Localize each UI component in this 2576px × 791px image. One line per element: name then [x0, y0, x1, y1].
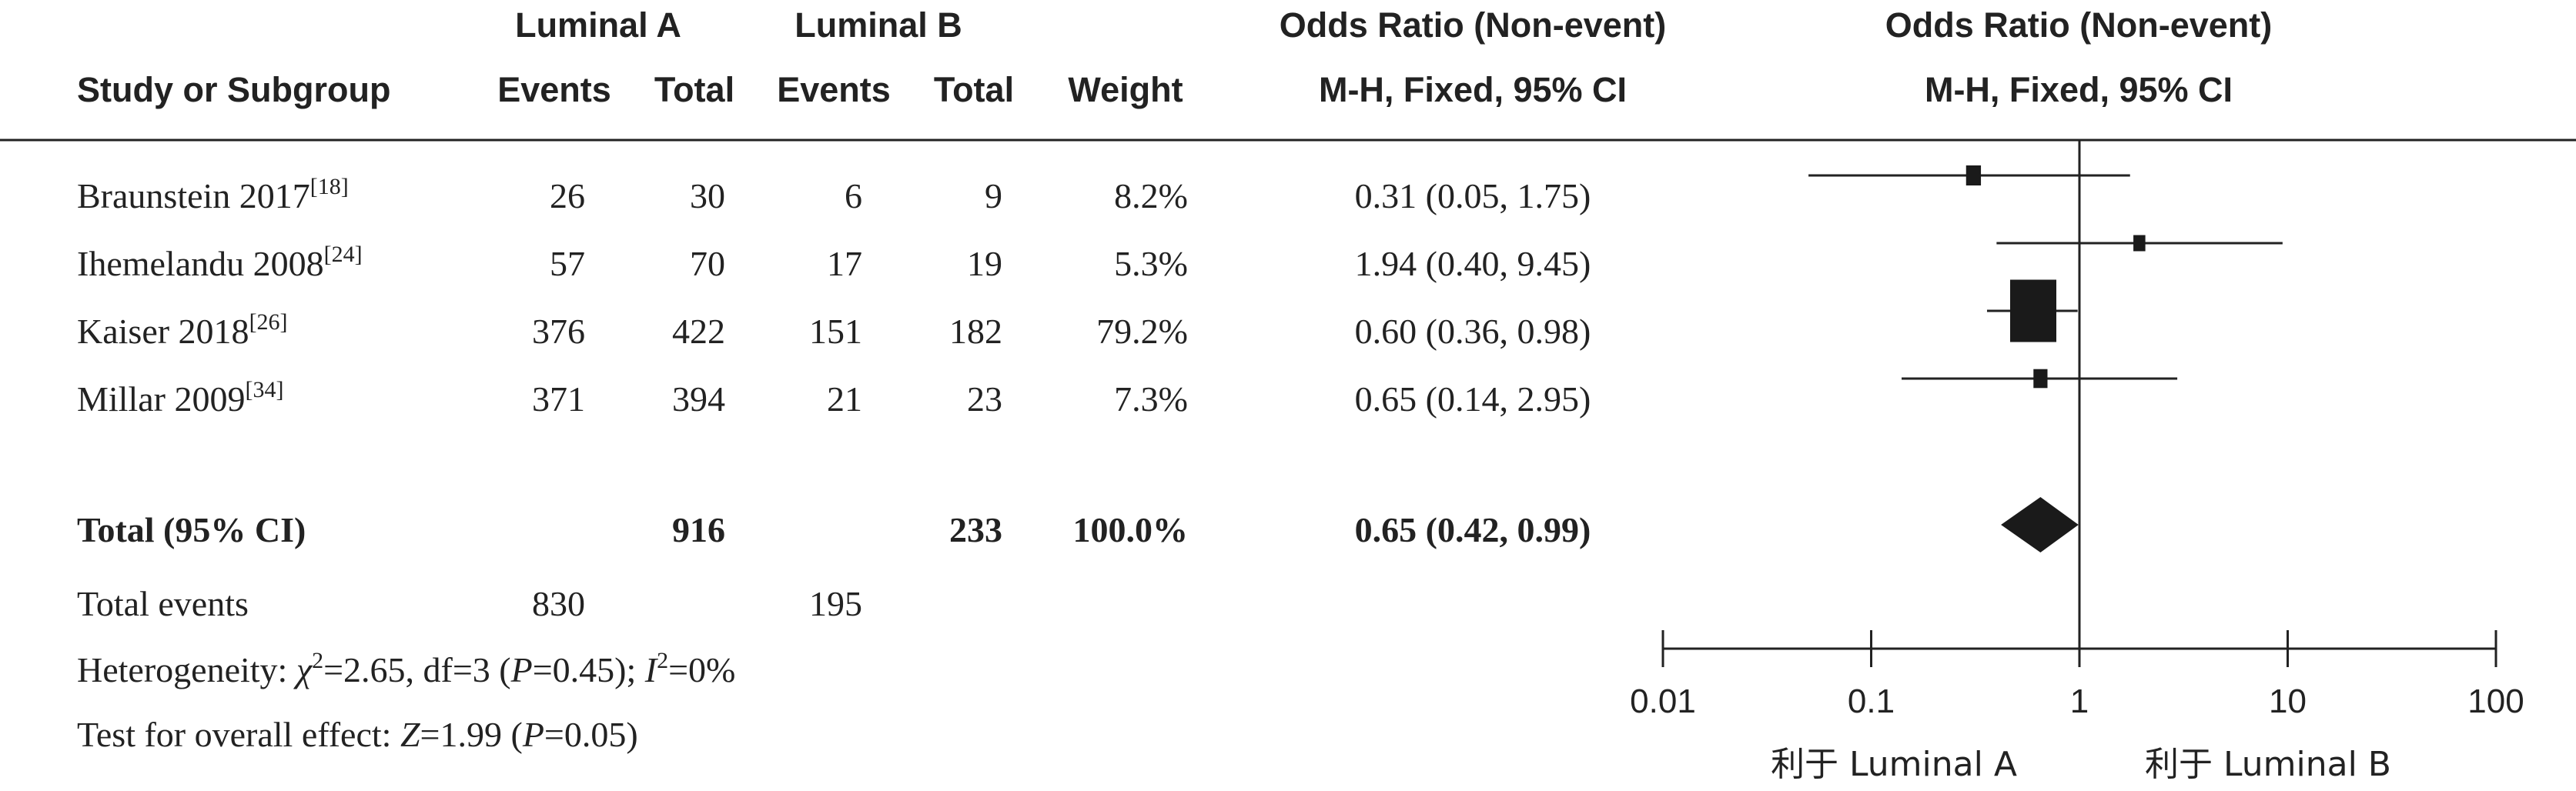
total-row: Total (95% CI) 916 233 100.0% 0.65 (0.42…: [77, 510, 1591, 549]
x-tick-label: 1: [2070, 683, 2089, 720]
weight-value: 79.2%: [1096, 312, 1188, 351]
total-a-value: 394: [672, 379, 725, 419]
events-a-value: 57: [550, 244, 585, 283]
events-a-value: 376: [532, 312, 585, 351]
study-column-header: Study or Subgroup: [77, 70, 390, 109]
study-row: Millar 2009[34] 371 394 21 23 7.3% 0.65 …: [77, 377, 1591, 419]
or-ci-value: 0.60 (0.36, 0.98): [1355, 312, 1591, 351]
favours-right-label: 利于 Luminal B: [2145, 745, 2391, 784]
total-events-row: Total events 830 195: [77, 584, 862, 623]
study-row: Ihemelandu 2008[24] 57 70 17 19 5.3% 1.9…: [77, 242, 1591, 283]
events-b-value: 6: [845, 176, 862, 215]
events-b-header: Events: [777, 70, 891, 109]
total-b-header: Total: [934, 70, 1014, 109]
total-b-value: 182: [949, 312, 1002, 351]
total-a-value: 30: [690, 176, 725, 215]
total-a-value: 70: [690, 244, 725, 283]
weight-header: Weight: [1068, 70, 1183, 109]
total-events-label: Total events: [77, 584, 249, 623]
favours-left-label: 利于 Luminal A: [1771, 745, 2017, 784]
total-events-b-value: 195: [809, 584, 862, 623]
overall-effect-text: Test for overall effect: Z=1.99 (P=0.05): [77, 715, 638, 754]
or-title-header: Odds Ratio (Non-event): [1280, 5, 1667, 45]
or-ci-value: 0.31 (0.05, 1.75): [1355, 176, 1591, 215]
heterogeneity-text: Heterogeneity: χ2=2.65, df=3 (P=0.45); I…: [77, 648, 735, 689]
weight-value: 8.2%: [1114, 176, 1188, 215]
total-a-value: 916: [672, 510, 725, 549]
x-tick-label: 0.01: [1630, 683, 1696, 720]
study-name: Braunstein 2017[18]: [77, 174, 349, 215]
study-row: Kaiser 2018[26] 376 422 151 182 79.2% 0.…: [77, 309, 1591, 351]
group1-header: Luminal A: [515, 5, 681, 45]
events-a-value: 371: [532, 379, 585, 419]
x-tick-label: 100: [2467, 683, 2524, 720]
total-weight-value: 100.0%: [1073, 510, 1189, 549]
study-name: Ihemelandu 2008[24]: [77, 242, 363, 283]
x-tick-label: 0.1: [1848, 683, 1895, 720]
study-row: Braunstein 2017[18] 26 30 6 9 8.2% 0.31 …: [77, 174, 1591, 215]
total-a-header: Total: [654, 70, 734, 109]
or-plot-method-header: M-H, Fixed, 95% CI: [1925, 70, 2233, 109]
weight-value: 7.3%: [1114, 379, 1188, 419]
events-a-value: 26: [550, 176, 585, 215]
plot-marks: [1808, 140, 2283, 662]
point-estimate-square: [1965, 165, 1982, 186]
total-label: Total (95% CI): [77, 510, 306, 549]
weight-value: 5.3%: [1114, 244, 1188, 283]
group2-header: Luminal B: [795, 5, 962, 45]
events-b-value: 21: [827, 379, 862, 419]
study-name: Kaiser 2018[26]: [77, 309, 288, 351]
or-method-header: M-H, Fixed, 95% CI: [1319, 70, 1627, 109]
pooled-estimate-diamond: [2001, 497, 2079, 552]
events-b-value: 17: [827, 244, 862, 283]
x-axis: 0.01 0.1 1 10 100: [1630, 630, 2524, 720]
events-a-header: Events: [497, 70, 611, 109]
x-tick-label: 10: [2269, 683, 2307, 720]
point-estimate-square: [2009, 279, 2056, 342]
total-or-ci-value: 0.65 (0.42, 0.99): [1355, 510, 1591, 549]
or-ci-value: 1.94 (0.40, 9.45): [1355, 244, 1591, 283]
or-ci-value: 0.65 (0.14, 2.95): [1355, 379, 1591, 419]
point-estimate-square: [2033, 369, 2048, 389]
total-a-value: 422: [672, 312, 725, 351]
total-b-value: 19: [967, 244, 1002, 283]
total-b-value: 233: [949, 510, 1002, 549]
or-plot-title-header: Odds Ratio (Non-event): [1885, 5, 2273, 45]
total-b-value: 23: [967, 379, 1002, 419]
point-estimate-square: [2133, 235, 2146, 252]
total-b-value: 9: [985, 176, 1002, 215]
total-events-a-value: 830: [532, 584, 585, 623]
study-name: Millar 2009[34]: [77, 377, 283, 419]
events-b-value: 151: [809, 312, 862, 351]
